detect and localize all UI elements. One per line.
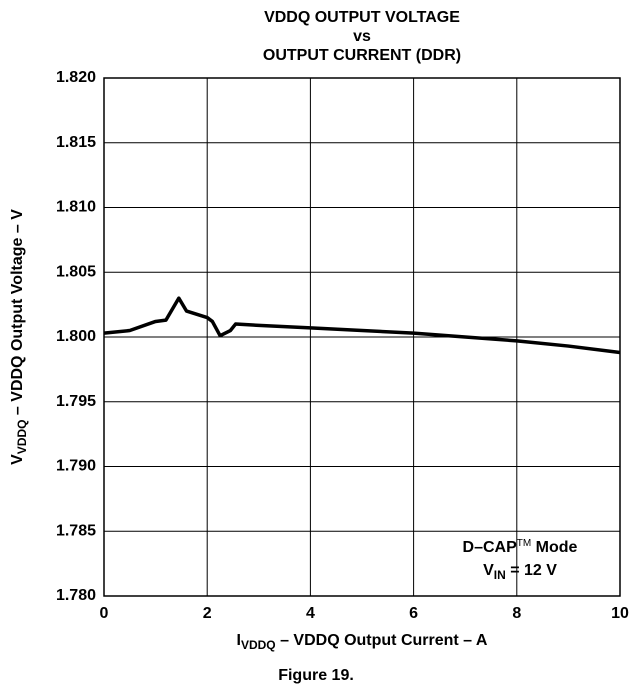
plot-frame bbox=[103, 77, 621, 597]
y-tick-label: 1.820 bbox=[56, 69, 96, 86]
x-tick-label: 10 bbox=[611, 605, 629, 622]
x-tick-label: 8 bbox=[512, 605, 521, 622]
y-tick-label: 1.815 bbox=[56, 134, 96, 151]
y-tick-label: 1.785 bbox=[56, 522, 96, 539]
x-tick-label: 2 bbox=[203, 605, 212, 622]
x-axis-label: IVDDQ – VDDQ Output Current – A bbox=[237, 632, 488, 652]
x-tick-label: 0 bbox=[100, 605, 109, 622]
x-tick-label: 6 bbox=[409, 605, 418, 622]
y-tick-label: 1.805 bbox=[56, 263, 96, 280]
chart-title: vs bbox=[353, 28, 371, 45]
x-tick-label: 4 bbox=[306, 605, 315, 622]
annotation: D–CAPTM Mode bbox=[463, 538, 578, 557]
y-tick-label: 1.795 bbox=[56, 393, 96, 410]
annotation: VIN = 12 V bbox=[483, 562, 557, 582]
y-tick-label: 1.790 bbox=[56, 458, 96, 475]
y-axis-label: VVDDQ – VDDQ Output Voltage – V bbox=[9, 209, 29, 465]
caption: Figure 19. bbox=[278, 667, 354, 684]
y-tick-label: 1.810 bbox=[56, 199, 96, 216]
chart-title: VDDQ OUTPUT VOLTAGE bbox=[264, 9, 460, 26]
data-line bbox=[103, 296, 621, 355]
y-tick-label: 1.780 bbox=[56, 587, 96, 604]
y-tick-label: 1.800 bbox=[56, 328, 96, 345]
chart-title: OUTPUT CURRENT (DDR) bbox=[263, 47, 461, 64]
